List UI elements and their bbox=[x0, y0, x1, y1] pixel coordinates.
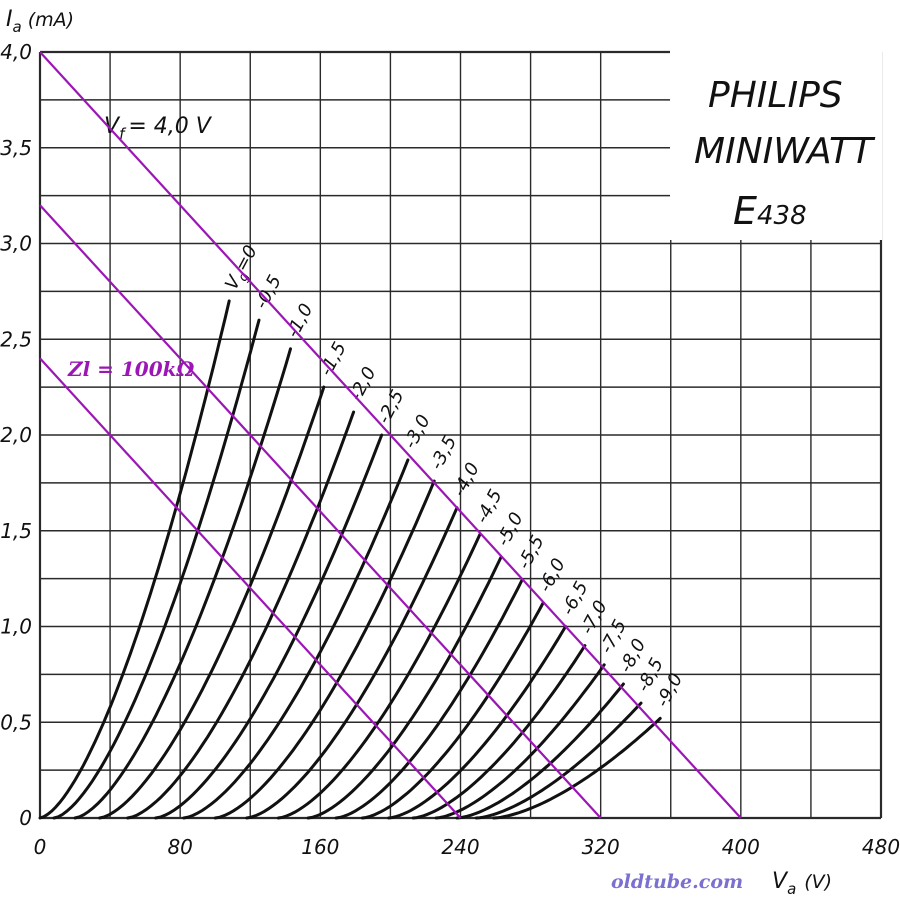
plate-curve bbox=[434, 663, 606, 820]
load-line bbox=[39, 51, 742, 819]
y-tick-label: 1,0 bbox=[0, 615, 32, 639]
x-axis-unit: (V) bbox=[804, 871, 832, 893]
x-tick-label: 400 bbox=[722, 835, 760, 859]
x-tick-label: 480 bbox=[862, 835, 900, 859]
filament-label-prefix: V bbox=[104, 114, 121, 139]
plate-curve bbox=[182, 458, 410, 820]
plate-curve bbox=[411, 644, 587, 820]
grid-voltage-label: -6,0 bbox=[535, 555, 570, 596]
grid-voltage-labels: Vg=0-0,5-1,0-1,5-2,0-2,5-3,0-3,5-4,0-4,5… bbox=[221, 242, 687, 711]
load-line-label: Zl = 100kΩ bbox=[67, 357, 194, 381]
y-axis-unit: (mA) bbox=[28, 9, 74, 31]
y-tick-label: 3,5 bbox=[0, 136, 32, 160]
filament-voltage-label: Vf = 4,0 V bbox=[104, 114, 213, 143]
plate-curve bbox=[73, 347, 292, 820]
plate-curve bbox=[360, 602, 545, 820]
brand-line-2: MINIWATT bbox=[694, 131, 876, 172]
y-tick-label: 4,0 bbox=[0, 40, 32, 64]
y-axis-symbol: I bbox=[6, 7, 13, 32]
grid-voltage-label: -4,5 bbox=[472, 486, 507, 527]
plate-curve bbox=[126, 410, 356, 820]
x-tick-label: 80 bbox=[167, 835, 192, 859]
load-lines bbox=[39, 51, 742, 819]
plate-curve bbox=[455, 682, 625, 820]
grid-voltage-label: -3,5 bbox=[426, 432, 461, 473]
y-tick-label: 0 bbox=[19, 806, 32, 830]
x-axis-sub: a bbox=[787, 880, 796, 898]
load-line bbox=[39, 204, 602, 819]
tube-model: E438 bbox=[733, 189, 807, 233]
plate-curve bbox=[474, 701, 643, 820]
plate-curve bbox=[52, 318, 261, 820]
y-tick-label: 3,0 bbox=[0, 232, 32, 256]
y-tick-label: 2,0 bbox=[0, 423, 32, 447]
tube-model-number: 438 bbox=[757, 201, 807, 231]
y-tick-label: 0,5 bbox=[0, 710, 32, 734]
x-axis-symbol: V bbox=[772, 869, 789, 894]
grid-voltage-label: -3,0 bbox=[400, 411, 435, 452]
plate-curve bbox=[334, 579, 524, 820]
plate-curve bbox=[306, 556, 503, 820]
grid-voltage-label: -4,0 bbox=[449, 459, 484, 500]
brand-line-1: PHILIPS bbox=[708, 75, 843, 116]
load-line bbox=[39, 357, 462, 819]
plate-curve bbox=[276, 533, 482, 820]
y-tick-label: 2,5 bbox=[0, 327, 32, 351]
plate-curve bbox=[387, 625, 568, 820]
plate-curve bbox=[98, 385, 326, 820]
plate-curve bbox=[492, 716, 662, 820]
x-axis-label: Va (V) bbox=[772, 869, 832, 898]
plate-curve bbox=[154, 433, 384, 820]
vg-value: =0 bbox=[231, 242, 262, 275]
grid-voltage-label: -2,0 bbox=[345, 363, 380, 404]
grid-voltage-label: -5,0 bbox=[493, 509, 528, 550]
x-tick-label: 240 bbox=[441, 835, 479, 859]
plate-curves bbox=[38, 299, 662, 820]
plate-curve bbox=[245, 506, 459, 820]
x-tick-label: 320 bbox=[582, 835, 620, 859]
x-tick-label: 0 bbox=[34, 835, 47, 859]
y-axis-label: Ia (mA) bbox=[6, 7, 74, 36]
brand-box bbox=[670, 50, 882, 240]
filament-label-sub: f bbox=[119, 125, 127, 143]
tube-model-prefix: E bbox=[733, 189, 757, 233]
grid-voltage-label: -5,5 bbox=[514, 532, 549, 573]
plate-curve bbox=[38, 299, 231, 820]
watermark: oldtube.com bbox=[611, 871, 743, 893]
axis-ticks: 0 80 160 240 320 400 480 0 0,5 1,0 1,5 2,0 2,5 3,0 3,5… bbox=[0, 40, 900, 859]
filament-label-suffix: = 4,0 V bbox=[128, 114, 212, 139]
y-axis-sub: a bbox=[13, 18, 22, 36]
plate-curve bbox=[213, 479, 436, 820]
y-tick-label: 1,5 bbox=[0, 519, 32, 543]
x-tick-label: 160 bbox=[301, 835, 339, 859]
